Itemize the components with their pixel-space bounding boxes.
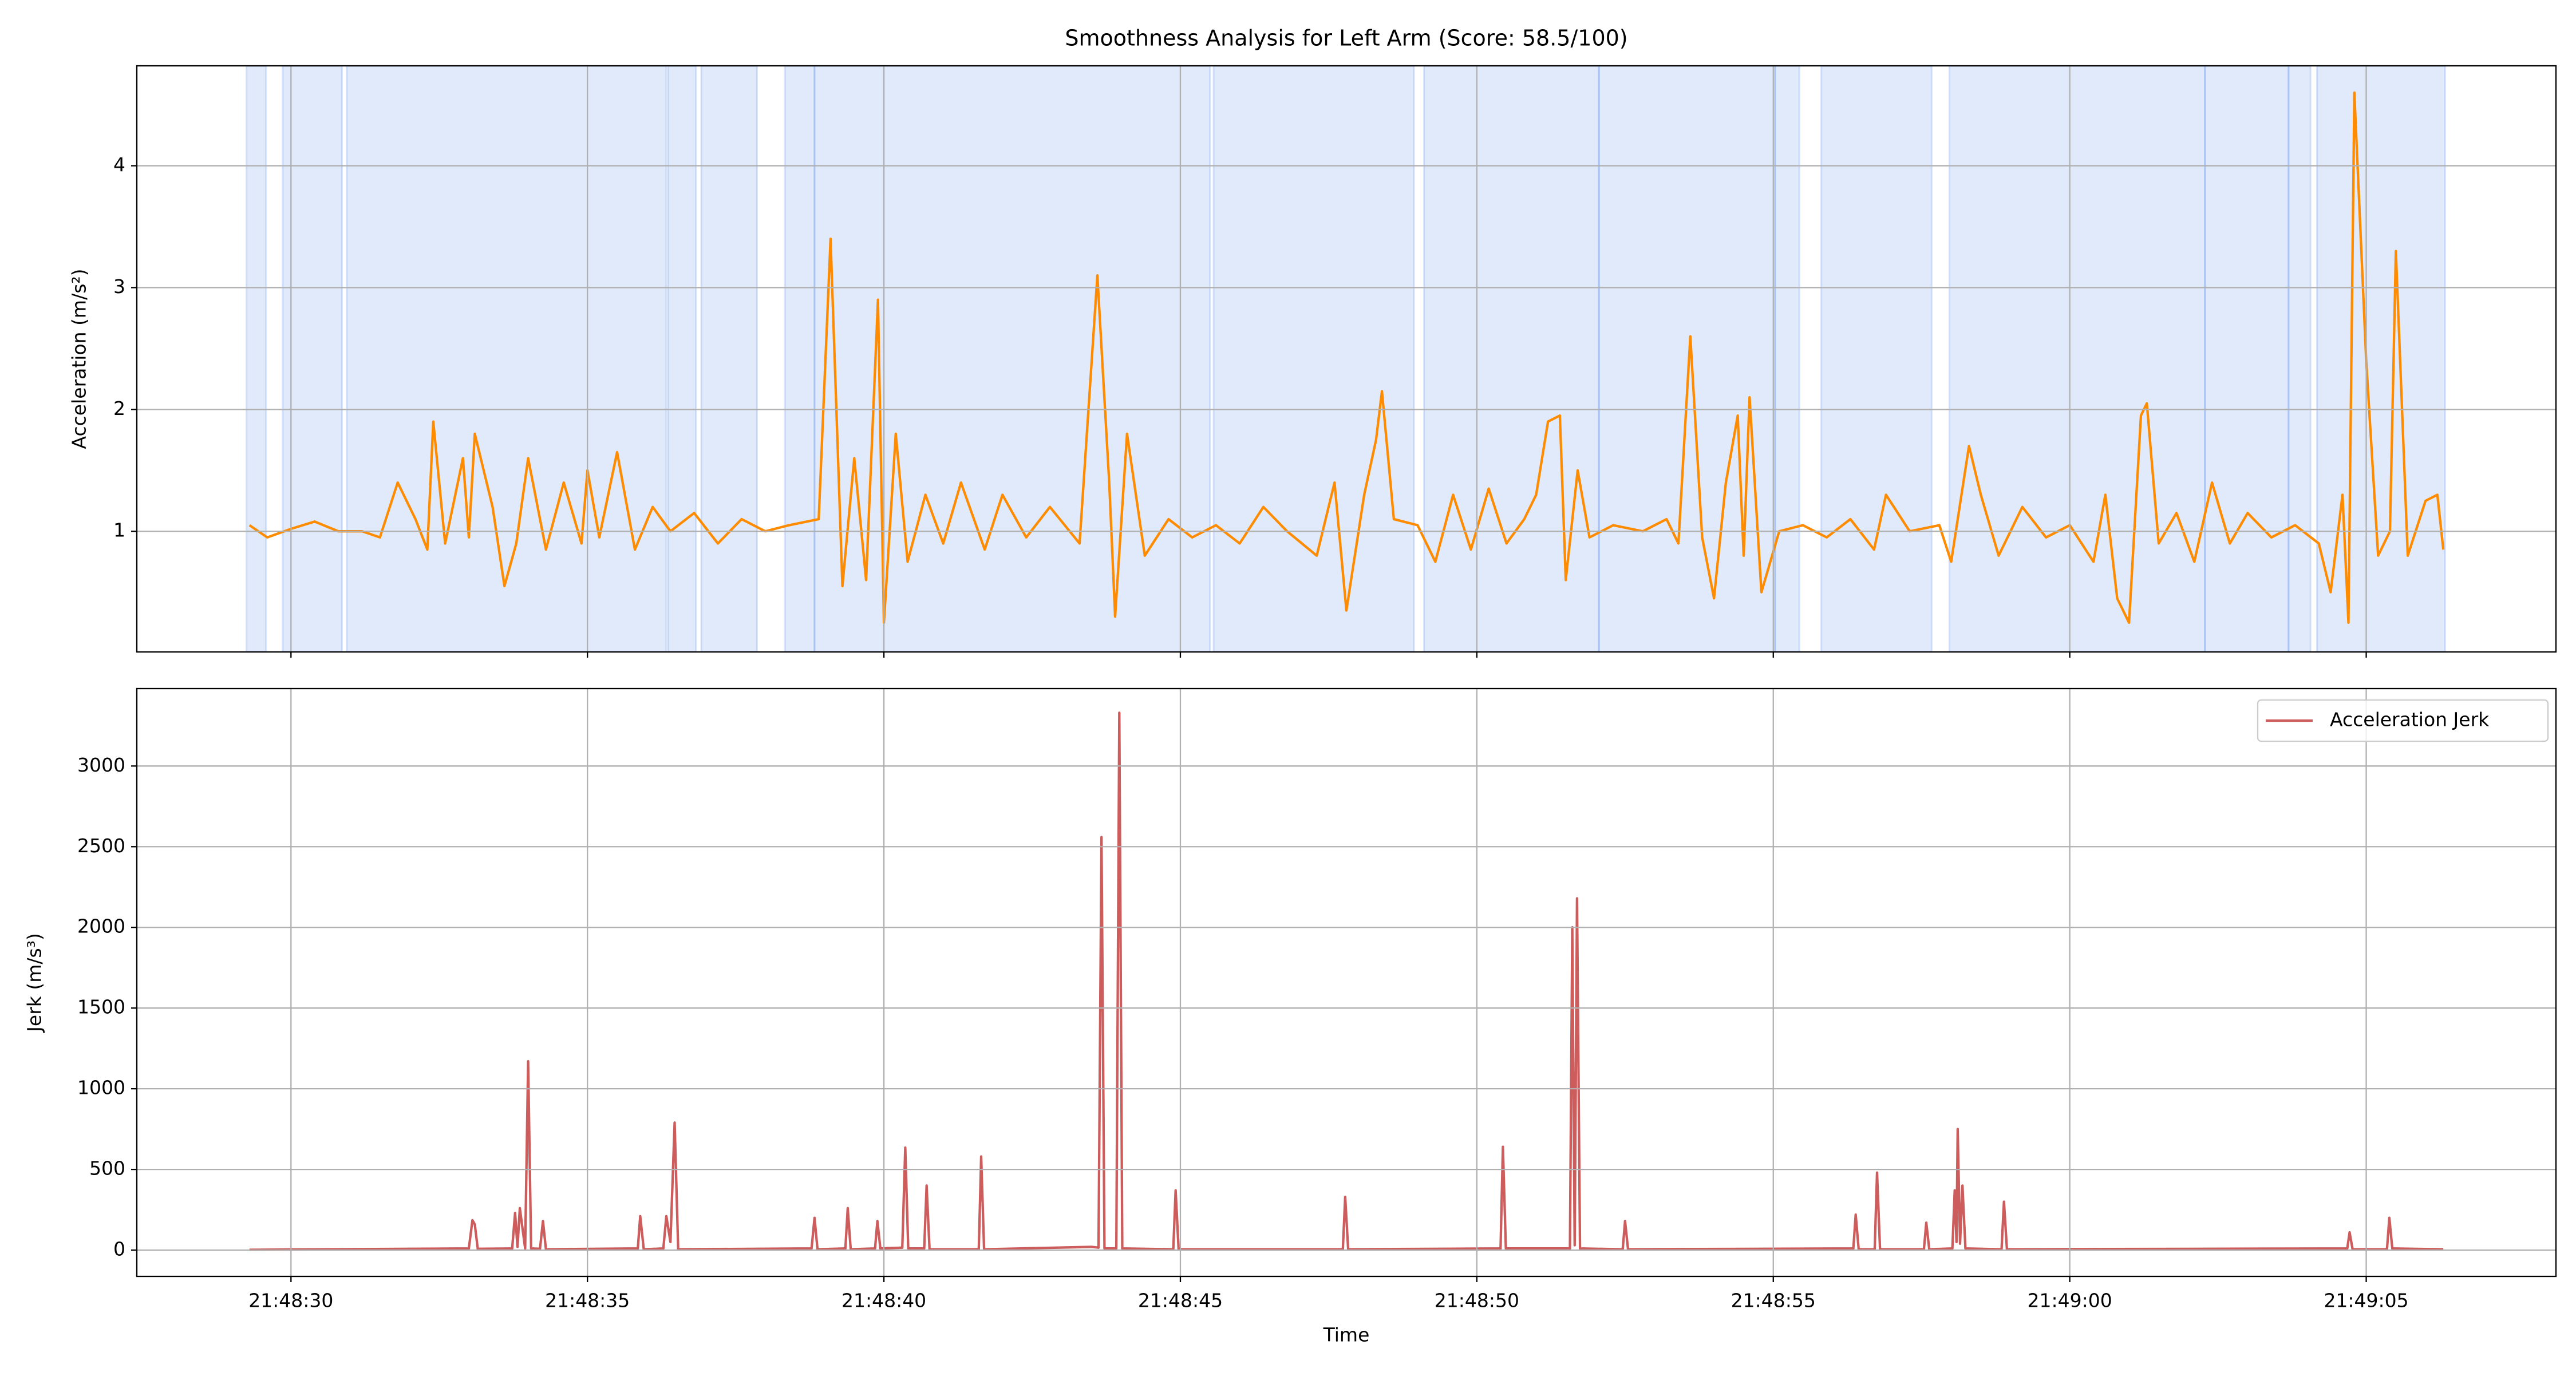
highlight-span [1423, 66, 1600, 652]
highlight-span [1598, 66, 1776, 652]
y-tick-label: 2500 [77, 835, 125, 857]
x-tick-label: 21:48:55 [1731, 1290, 1816, 1312]
x-tick-label: 21:48:50 [1435, 1290, 1519, 1312]
y-tick-label: 0 [113, 1238, 125, 1260]
highlight-span [1212, 66, 1415, 652]
y-tick-label: 1500 [77, 996, 125, 1018]
highlight-span [346, 66, 667, 652]
y-tick-label: 2000 [77, 915, 125, 938]
y-tick-label: 3000 [77, 754, 125, 776]
x-tick-label: 21:49:05 [2324, 1290, 2408, 1312]
chart-title: Smoothness Analysis for Left Arm (Score:… [1065, 26, 1627, 51]
highlight-span [784, 66, 816, 652]
x-axis-label: Time [1323, 1324, 1370, 1346]
y-tick-label: 3 [113, 275, 125, 298]
highlight-span [1774, 66, 1800, 652]
x-tick-label: 21:48:45 [1138, 1290, 1223, 1312]
data-line [249, 711, 2444, 1251]
highlight-span [2287, 66, 2312, 652]
highlight-span [282, 66, 343, 652]
highlight-span [813, 66, 1211, 652]
highlight-span [1820, 66, 1933, 652]
highlight-span [700, 66, 758, 652]
y-tick-label: 1000 [77, 1077, 125, 1099]
y-tick-label: 500 [89, 1157, 125, 1180]
highlight-span [2204, 66, 2290, 652]
x-tick-label: 21:49:00 [2028, 1290, 2112, 1312]
y-axis-label: Acceleration (m/s²) [68, 269, 90, 449]
highlight-span [246, 66, 267, 652]
plot-area [249, 711, 2444, 1251]
axes-frame [136, 65, 2557, 653]
axes-frame [136, 687, 2557, 1278]
x-tick-label: 21:48:35 [545, 1290, 630, 1312]
y-tick-label: 2 [113, 397, 125, 420]
y-axis-label: Jerk (m/s³) [23, 933, 46, 1033]
y-tick-label: 4 [113, 153, 125, 176]
y-tick-label: 1 [113, 519, 125, 541]
highlight-span [667, 66, 697, 652]
plot-area [246, 66, 2446, 652]
data-line [248, 91, 2445, 624]
legend-box [2257, 699, 2549, 742]
highlight-span [2316, 66, 2446, 652]
x-tick-label: 21:48:40 [841, 1290, 926, 1312]
highlight-span [1948, 66, 2206, 652]
x-tick-label: 21:48:30 [248, 1290, 333, 1312]
legend-label: Acceleration Jerk [2330, 709, 2490, 731]
